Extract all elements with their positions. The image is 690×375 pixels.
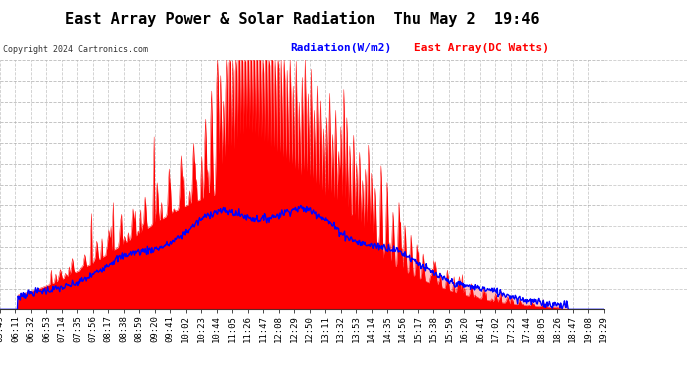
- Text: East Array Power & Solar Radiation  Thu May 2  19:46: East Array Power & Solar Radiation Thu M…: [65, 11, 539, 27]
- Text: Radiation(W/m2): Radiation(W/m2): [290, 43, 391, 53]
- Text: East Array(DC Watts): East Array(DC Watts): [414, 43, 549, 53]
- Text: Copyright 2024 Cartronics.com: Copyright 2024 Cartronics.com: [3, 45, 148, 54]
